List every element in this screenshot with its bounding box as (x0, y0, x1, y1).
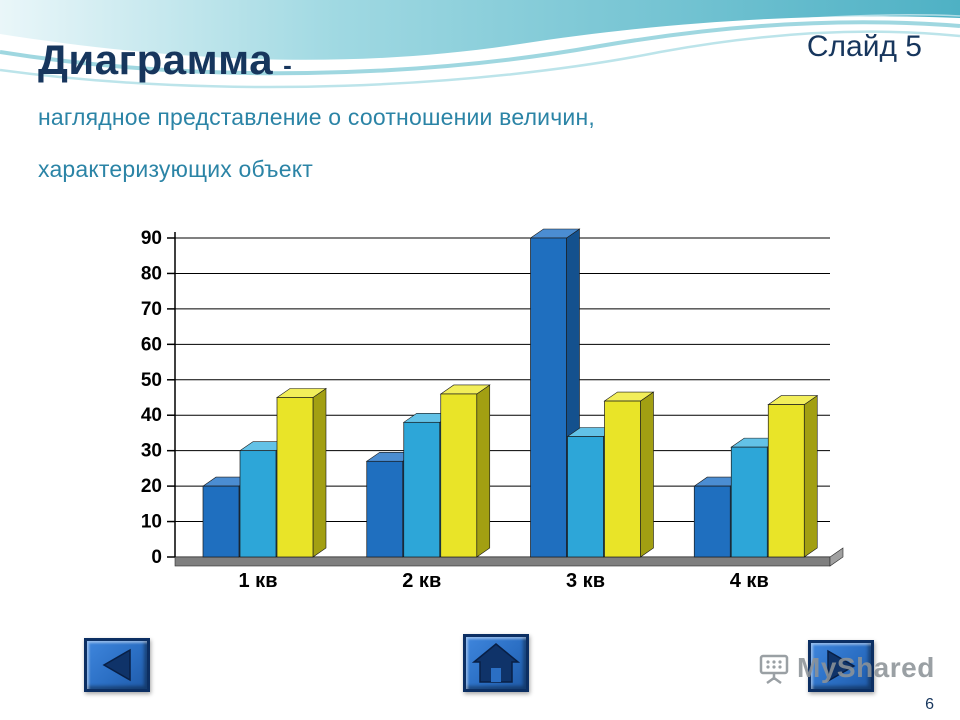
y-tick-label: 10 (141, 512, 162, 533)
bar-front (276, 397, 314, 558)
y-tick-label: 80 (141, 263, 162, 284)
slide-title: Диаграмма (38, 36, 274, 83)
bar-front (239, 450, 277, 558)
y-tick-label: 60 (141, 334, 162, 355)
title-dash: - (283, 50, 292, 80)
chart-floor (174, 556, 831, 567)
bar-side (640, 391, 654, 558)
decorative-waves (0, 0, 960, 89)
x-tick-label: 3 кв (566, 570, 605, 592)
y-tick-label: 70 (141, 299, 162, 320)
bar-front (202, 485, 240, 558)
bar-side (312, 387, 327, 558)
slide-number-label: Слайд 5 (806, 30, 922, 63)
bar-front (530, 237, 567, 558)
projector-screen-icon (759, 654, 789, 684)
chart-canvas: 0 10 20 30 40 50 60 70 80 90 1 кв 2 кв 3 кв 4 кв (141, 228, 844, 592)
y-tick-label: 40 (141, 405, 162, 426)
bar-front (693, 485, 731, 558)
y-tick-label: 90 (141, 228, 162, 249)
bar-front (730, 446, 768, 558)
subtitle-line-1: наглядное представление о соотношении ве… (38, 104, 595, 130)
home-icon (472, 643, 520, 683)
chart-floor-side (829, 547, 844, 567)
page-number: 6 (925, 696, 934, 713)
bar-side (476, 384, 491, 558)
bar-front (403, 421, 441, 558)
x-tick-label: 2 кв (402, 570, 441, 592)
bar-chart: 0 10 20 30 40 50 60 70 80 90 1 кв 2 кв 3 кв 4 кв (115, 222, 855, 617)
wave-line-3 (0, 14, 960, 63)
bar-front (604, 400, 641, 558)
bar-side (803, 395, 818, 558)
y-tick-label: 30 (141, 441, 162, 462)
wave-band (0, 0, 960, 60)
forward-button[interactable] (808, 640, 874, 692)
y-tick-label: 50 (141, 370, 162, 391)
back-button[interactable] (84, 638, 150, 692)
bar-front (767, 404, 805, 558)
x-tick-label: 4 кв (730, 570, 769, 592)
bar-front (567, 436, 604, 558)
y-tick-label: 20 (141, 476, 162, 497)
subtitle-line-2: характеризующих объект (38, 156, 313, 182)
bar-front (366, 460, 404, 558)
forward-arrow-icon (827, 649, 856, 683)
wave-line-1 (0, 20, 960, 76)
home-button[interactable] (463, 634, 529, 692)
bar-front (440, 393, 478, 558)
title-row: Диаграмма - (38, 36, 292, 84)
x-tick-label: 1 кв (239, 570, 278, 592)
y-tick-label: 0 (151, 547, 162, 568)
back-arrow-icon (102, 648, 131, 682)
wave-line-2 (0, 30, 960, 89)
